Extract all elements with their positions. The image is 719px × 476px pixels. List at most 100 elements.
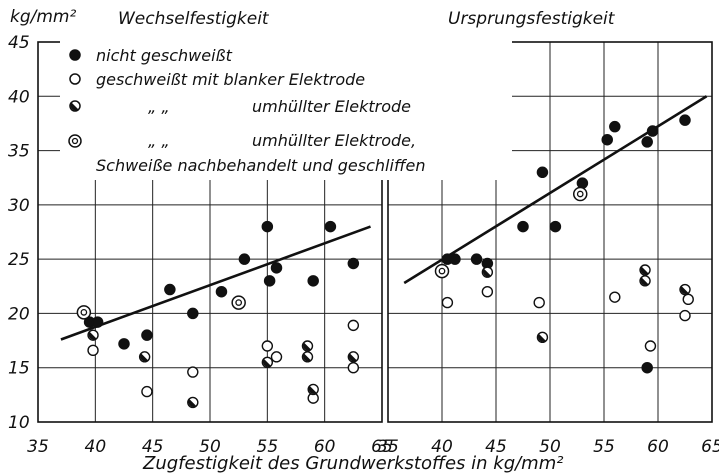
x-tick-label: 35 bbox=[377, 437, 399, 457]
data-point-half-fill bbox=[302, 342, 311, 351]
data-point-open bbox=[270, 351, 283, 363]
data-point-half bbox=[187, 396, 199, 409]
x-tick-label: 45 bbox=[142, 437, 164, 457]
data-point-filled bbox=[261, 220, 274, 233]
data-point-ring-inner bbox=[438, 267, 446, 275]
data-point-filled bbox=[470, 253, 483, 265]
data-point-filled bbox=[141, 329, 153, 341]
x-tick-label: 45 bbox=[485, 437, 507, 457]
panel-wechselfestigkeit: 35 40 45 50 55 60 65 10 15 20 25 30 35 40 45 bbox=[8, 33, 393, 457]
data-point-open bbox=[679, 309, 691, 322]
data-point-half-fill bbox=[188, 398, 197, 407]
data-point-open bbox=[347, 362, 360, 374]
data-point-filled bbox=[641, 136, 653, 148]
data-point-filled bbox=[187, 307, 199, 320]
data-point-ring-inner bbox=[80, 308, 88, 316]
data-point-half-fill bbox=[680, 286, 689, 295]
data-point-half bbox=[138, 351, 151, 363]
data-point-half-fill bbox=[140, 353, 149, 362]
x-tick-label: 40 bbox=[431, 437, 453, 457]
legend-label-nachbehandelt: Schweiße nachbehandelt und geschliffen bbox=[96, 156, 425, 175]
data-point-half bbox=[639, 264, 651, 276]
y-tick-label: 40 bbox=[8, 87, 30, 107]
legend-marker-open bbox=[69, 73, 81, 85]
data-point-open bbox=[644, 340, 657, 352]
data-point-filled bbox=[238, 253, 251, 265]
data-point-ring-inner bbox=[576, 190, 584, 198]
x-tick-label: 40 bbox=[85, 437, 107, 457]
data-point-open bbox=[347, 319, 360, 332]
data-point-filled bbox=[118, 338, 130, 350]
data-point-half-fill bbox=[302, 353, 311, 362]
data-point-half bbox=[301, 340, 314, 352]
y-tick-label: 15 bbox=[8, 359, 30, 379]
data-point-filled bbox=[576, 177, 589, 189]
data-point-half bbox=[347, 351, 360, 363]
data-point-half bbox=[301, 351, 314, 363]
data-point-filled bbox=[324, 220, 337, 233]
data-point-half bbox=[87, 329, 99, 341]
data-point-filled bbox=[517, 220, 529, 233]
x-tick-label: 55 bbox=[257, 437, 279, 457]
x-tick-label: 55 bbox=[593, 437, 615, 457]
y-tick-label: 25 bbox=[8, 250, 30, 270]
legend-background bbox=[60, 38, 512, 180]
data-point-half bbox=[481, 266, 494, 278]
data-point-filled bbox=[270, 262, 283, 274]
data-point-ring bbox=[572, 186, 588, 202]
data-point-open bbox=[441, 296, 454, 309]
data-point-open bbox=[187, 366, 199, 378]
legend-label-umhuellte-elektrode-2: umhüllter Elektrode, bbox=[252, 131, 416, 150]
x-tick-label: 60 bbox=[647, 437, 669, 457]
data-point-half bbox=[639, 275, 651, 287]
x-tick-label: 60 bbox=[314, 437, 336, 457]
data-point-open bbox=[141, 385, 153, 398]
data-point-filled bbox=[601, 133, 613, 146]
data-point-half bbox=[536, 331, 549, 344]
legend-ditto-2: „ „ bbox=[148, 131, 170, 150]
trend-line bbox=[60, 225, 371, 341]
data-point-filled bbox=[263, 275, 276, 287]
plot-frame bbox=[387, 41, 713, 423]
y-unit-label: kg/mm² bbox=[10, 7, 76, 27]
legend: nicht geschweißt geschweißt mit blanker … bbox=[60, 38, 512, 180]
data-point-filled bbox=[215, 285, 228, 298]
x-tick-label: 65 bbox=[371, 437, 393, 457]
data-point-open bbox=[609, 291, 621, 303]
y-tick-label: 30 bbox=[8, 196, 30, 216]
data-point-ring bbox=[76, 305, 92, 320]
y-tick-label: 20 bbox=[8, 304, 30, 324]
data-point-filled bbox=[646, 125, 659, 137]
data-point-half-fill bbox=[640, 266, 649, 275]
data-point-half bbox=[679, 283, 691, 296]
x-tick-label: 50 bbox=[199, 437, 221, 457]
legend-label-nicht-geschweisst: nicht geschweißt bbox=[96, 46, 233, 65]
data-point-half bbox=[261, 356, 274, 368]
legend-ditto-1: „ „ bbox=[148, 97, 170, 116]
legend-marker-ring bbox=[68, 134, 82, 148]
data-point-open bbox=[682, 293, 694, 306]
data-point-half-fill bbox=[348, 353, 357, 362]
data-point-half-fill bbox=[262, 358, 271, 367]
data-point-filled bbox=[549, 220, 562, 233]
data-point-ring bbox=[434, 263, 450, 279]
x-tick-label: 50 bbox=[539, 437, 561, 457]
data-point-open bbox=[481, 286, 494, 298]
data-point-half-fill bbox=[537, 333, 546, 342]
legend-label-umhuellte-elektrode: umhüllter Elektrode bbox=[252, 97, 411, 116]
data-point-open bbox=[87, 344, 99, 357]
y-tick-label: 10 bbox=[8, 413, 30, 433]
data-point-filled bbox=[449, 253, 461, 265]
data-point-half bbox=[307, 383, 319, 396]
data-point-ring bbox=[231, 295, 246, 310]
data-point-half-fill bbox=[482, 268, 491, 277]
data-point-filled bbox=[347, 257, 360, 270]
legend-label-blanke-elektrode: geschweißt mit blanker Elektrode bbox=[96, 70, 365, 89]
data-point-filled bbox=[91, 316, 104, 328]
legend-marker-half bbox=[69, 100, 81, 112]
title-wechselfestigkeit: Wechselfestigkeit bbox=[118, 9, 270, 29]
data-point-open bbox=[533, 296, 545, 309]
data-point-half-fill bbox=[88, 331, 97, 340]
data-point-filled bbox=[679, 114, 691, 126]
